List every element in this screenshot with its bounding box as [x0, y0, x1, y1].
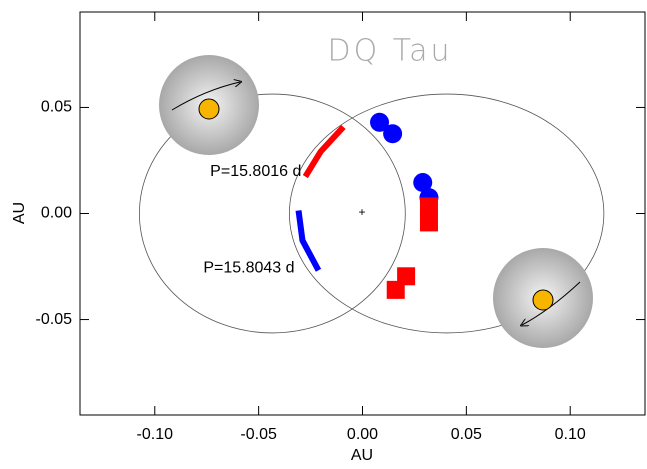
x-axis-label: AU: [351, 447, 373, 464]
arc-label: P=15.8043 d: [203, 260, 294, 277]
chart: DQ Tau AU AU P=15.8016 d P=15.8043 d + -0…: [0, 0, 647, 469]
phase-arc: [305, 127, 343, 177]
x-tick-label: 0.00: [347, 426, 378, 443]
x-tick-label: -0.05: [240, 426, 277, 443]
star-inset: [493, 248, 593, 348]
x-tick-label: -0.10: [137, 426, 174, 443]
center-mark: +: [358, 205, 365, 219]
arc-label: P=15.8016 d: [210, 163, 301, 180]
star-inset: [159, 55, 259, 155]
x-tick-label: 0.05: [451, 426, 482, 443]
point: [420, 213, 438, 231]
y-axis-label: AU: [11, 202, 28, 224]
chart-title: DQ Tau: [327, 34, 452, 69]
x-tick-label: 0.10: [555, 426, 586, 443]
phase-arc: [299, 211, 319, 271]
point: [383, 124, 402, 143]
y-tick-label: 0.05: [41, 99, 72, 116]
y-tick-label: 0.00: [41, 205, 72, 222]
point: [387, 281, 405, 299]
point: [420, 198, 438, 216]
y-tick-label: -0.05: [36, 311, 73, 328]
